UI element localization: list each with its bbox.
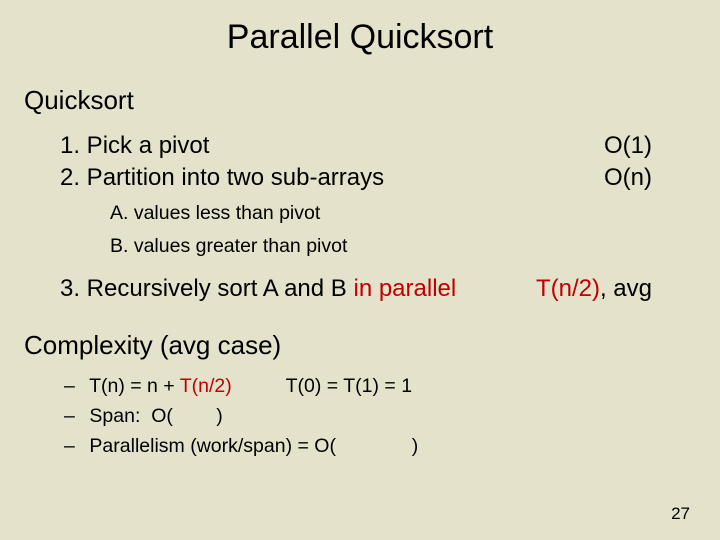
- substep-a: A. values less than pivot: [0, 195, 720, 228]
- bullet-1-mid: T(0) = T(1) = 1: [232, 375, 412, 397]
- step-2-cost: O(n): [604, 162, 652, 194]
- step-3-highlight: in parallel: [353, 275, 456, 302]
- dash-icon: –: [64, 371, 84, 401]
- bullet-1: – T(n) = n + T(n/2) T(0) = T(1) = 1: [0, 371, 720, 401]
- section-complexity: Complexity (avg case): [0, 306, 720, 371]
- substep-b: B. values greater than pivot: [0, 228, 720, 261]
- step-3-cost: T(n/2), avg: [536, 273, 652, 305]
- bullet-3: – Parallelism (work/span) = O( ): [0, 431, 720, 461]
- step-3-cost-hl: T(n/2): [536, 275, 600, 302]
- step-2: 2. Partition into two sub-arrays O(n): [0, 162, 720, 194]
- step-1-cost: O(1): [604, 130, 652, 162]
- step-3-text: 3. Recursively sort A and B in parallel: [60, 273, 536, 305]
- step-1-text: 1. Pick a pivot: [60, 130, 604, 162]
- bullet-2: – Span: O( ): [0, 401, 720, 431]
- step-2-text: 2. Partition into two sub-arrays: [60, 162, 604, 194]
- bullet-1-prefix: T(n) = n +: [89, 375, 180, 397]
- dash-icon: –: [64, 401, 84, 431]
- step-3: 3. Recursively sort A and B in parallel …: [0, 269, 720, 305]
- bullet-1-hl: T(n/2): [180, 375, 232, 397]
- bullet-2-text: Span: O( ): [89, 405, 222, 427]
- step-3-cost-rest: , avg: [600, 275, 652, 302]
- step-3-prefix: 3. Recursively sort A and B: [60, 275, 353, 302]
- slide-title: Parallel Quicksort: [0, 0, 720, 85]
- page-number: 27: [671, 504, 690, 524]
- step-1: 1. Pick a pivot O(1): [0, 130, 720, 162]
- dash-icon: –: [64, 431, 84, 461]
- section-quicksort: Quicksort: [0, 85, 720, 130]
- bullet-3-text: Parallelism (work/span) = O( ): [89, 435, 418, 457]
